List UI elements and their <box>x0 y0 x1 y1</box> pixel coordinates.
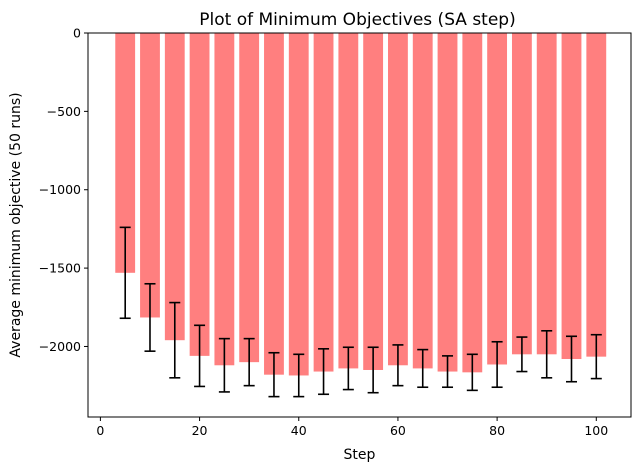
error-bar <box>590 333 602 380</box>
bar <box>487 33 508 365</box>
y-tick-label: −500 <box>47 104 81 119</box>
error-bar <box>417 348 429 389</box>
error-bar <box>466 353 478 392</box>
error-bars-group <box>119 226 602 398</box>
error-bar <box>119 226 131 320</box>
x-tick-label: 80 <box>489 423 505 438</box>
error-bar <box>442 355 454 389</box>
x-axis-label: Step <box>344 447 376 463</box>
error-bar <box>144 282 156 352</box>
y-tick-label: 0 <box>73 26 81 41</box>
error-bar <box>194 324 206 388</box>
error-bar <box>243 337 255 387</box>
bar <box>462 33 483 373</box>
bar <box>586 33 607 357</box>
y-axis: 0 −500 −1000 −1500 −2000 <box>39 26 88 354</box>
error-bar <box>218 337 230 393</box>
error-bar <box>293 353 305 398</box>
x-tick-label: 60 <box>390 423 406 438</box>
error-bar <box>541 329 553 379</box>
y-tick-label: −1500 <box>39 261 81 276</box>
error-bar <box>367 346 379 394</box>
bar <box>388 33 408 366</box>
bar <box>412 33 433 369</box>
bar <box>189 33 210 356</box>
bar <box>313 33 334 372</box>
bar <box>239 33 260 363</box>
bar <box>338 33 359 369</box>
x-axis: 0 20 40 60 80 100 <box>96 417 608 438</box>
bars-group <box>115 33 607 376</box>
error-bar <box>516 336 528 373</box>
y-tick-label: −2000 <box>39 339 81 354</box>
x-tick-label: 20 <box>192 423 208 438</box>
error-bar <box>169 301 181 379</box>
x-tick-label: 40 <box>291 423 307 438</box>
error-bar <box>318 348 330 396</box>
error-bar <box>268 351 280 398</box>
y-axis-label: Average minimum objective (50 runs) <box>8 92 24 357</box>
plot-frame <box>87 32 632 418</box>
error-bar <box>342 346 354 391</box>
y-tick-label: −1000 <box>39 182 81 197</box>
bar <box>214 33 235 366</box>
bar <box>536 33 557 355</box>
bar <box>140 33 160 318</box>
bar <box>288 33 309 376</box>
x-tick-label: 0 <box>96 423 104 438</box>
bar <box>164 33 185 341</box>
chart-title: Plot of Minimum Objectives (SA step) <box>199 10 515 30</box>
error-bar <box>392 344 404 387</box>
bar <box>363 33 384 370</box>
error-bar <box>491 340 503 389</box>
bar <box>115 33 136 273</box>
bar <box>437 33 458 372</box>
bar <box>264 33 284 375</box>
bar <box>561 33 582 360</box>
error-bar <box>565 335 577 383</box>
bar <box>511 33 532 355</box>
x-tick-label: 100 <box>584 423 608 438</box>
